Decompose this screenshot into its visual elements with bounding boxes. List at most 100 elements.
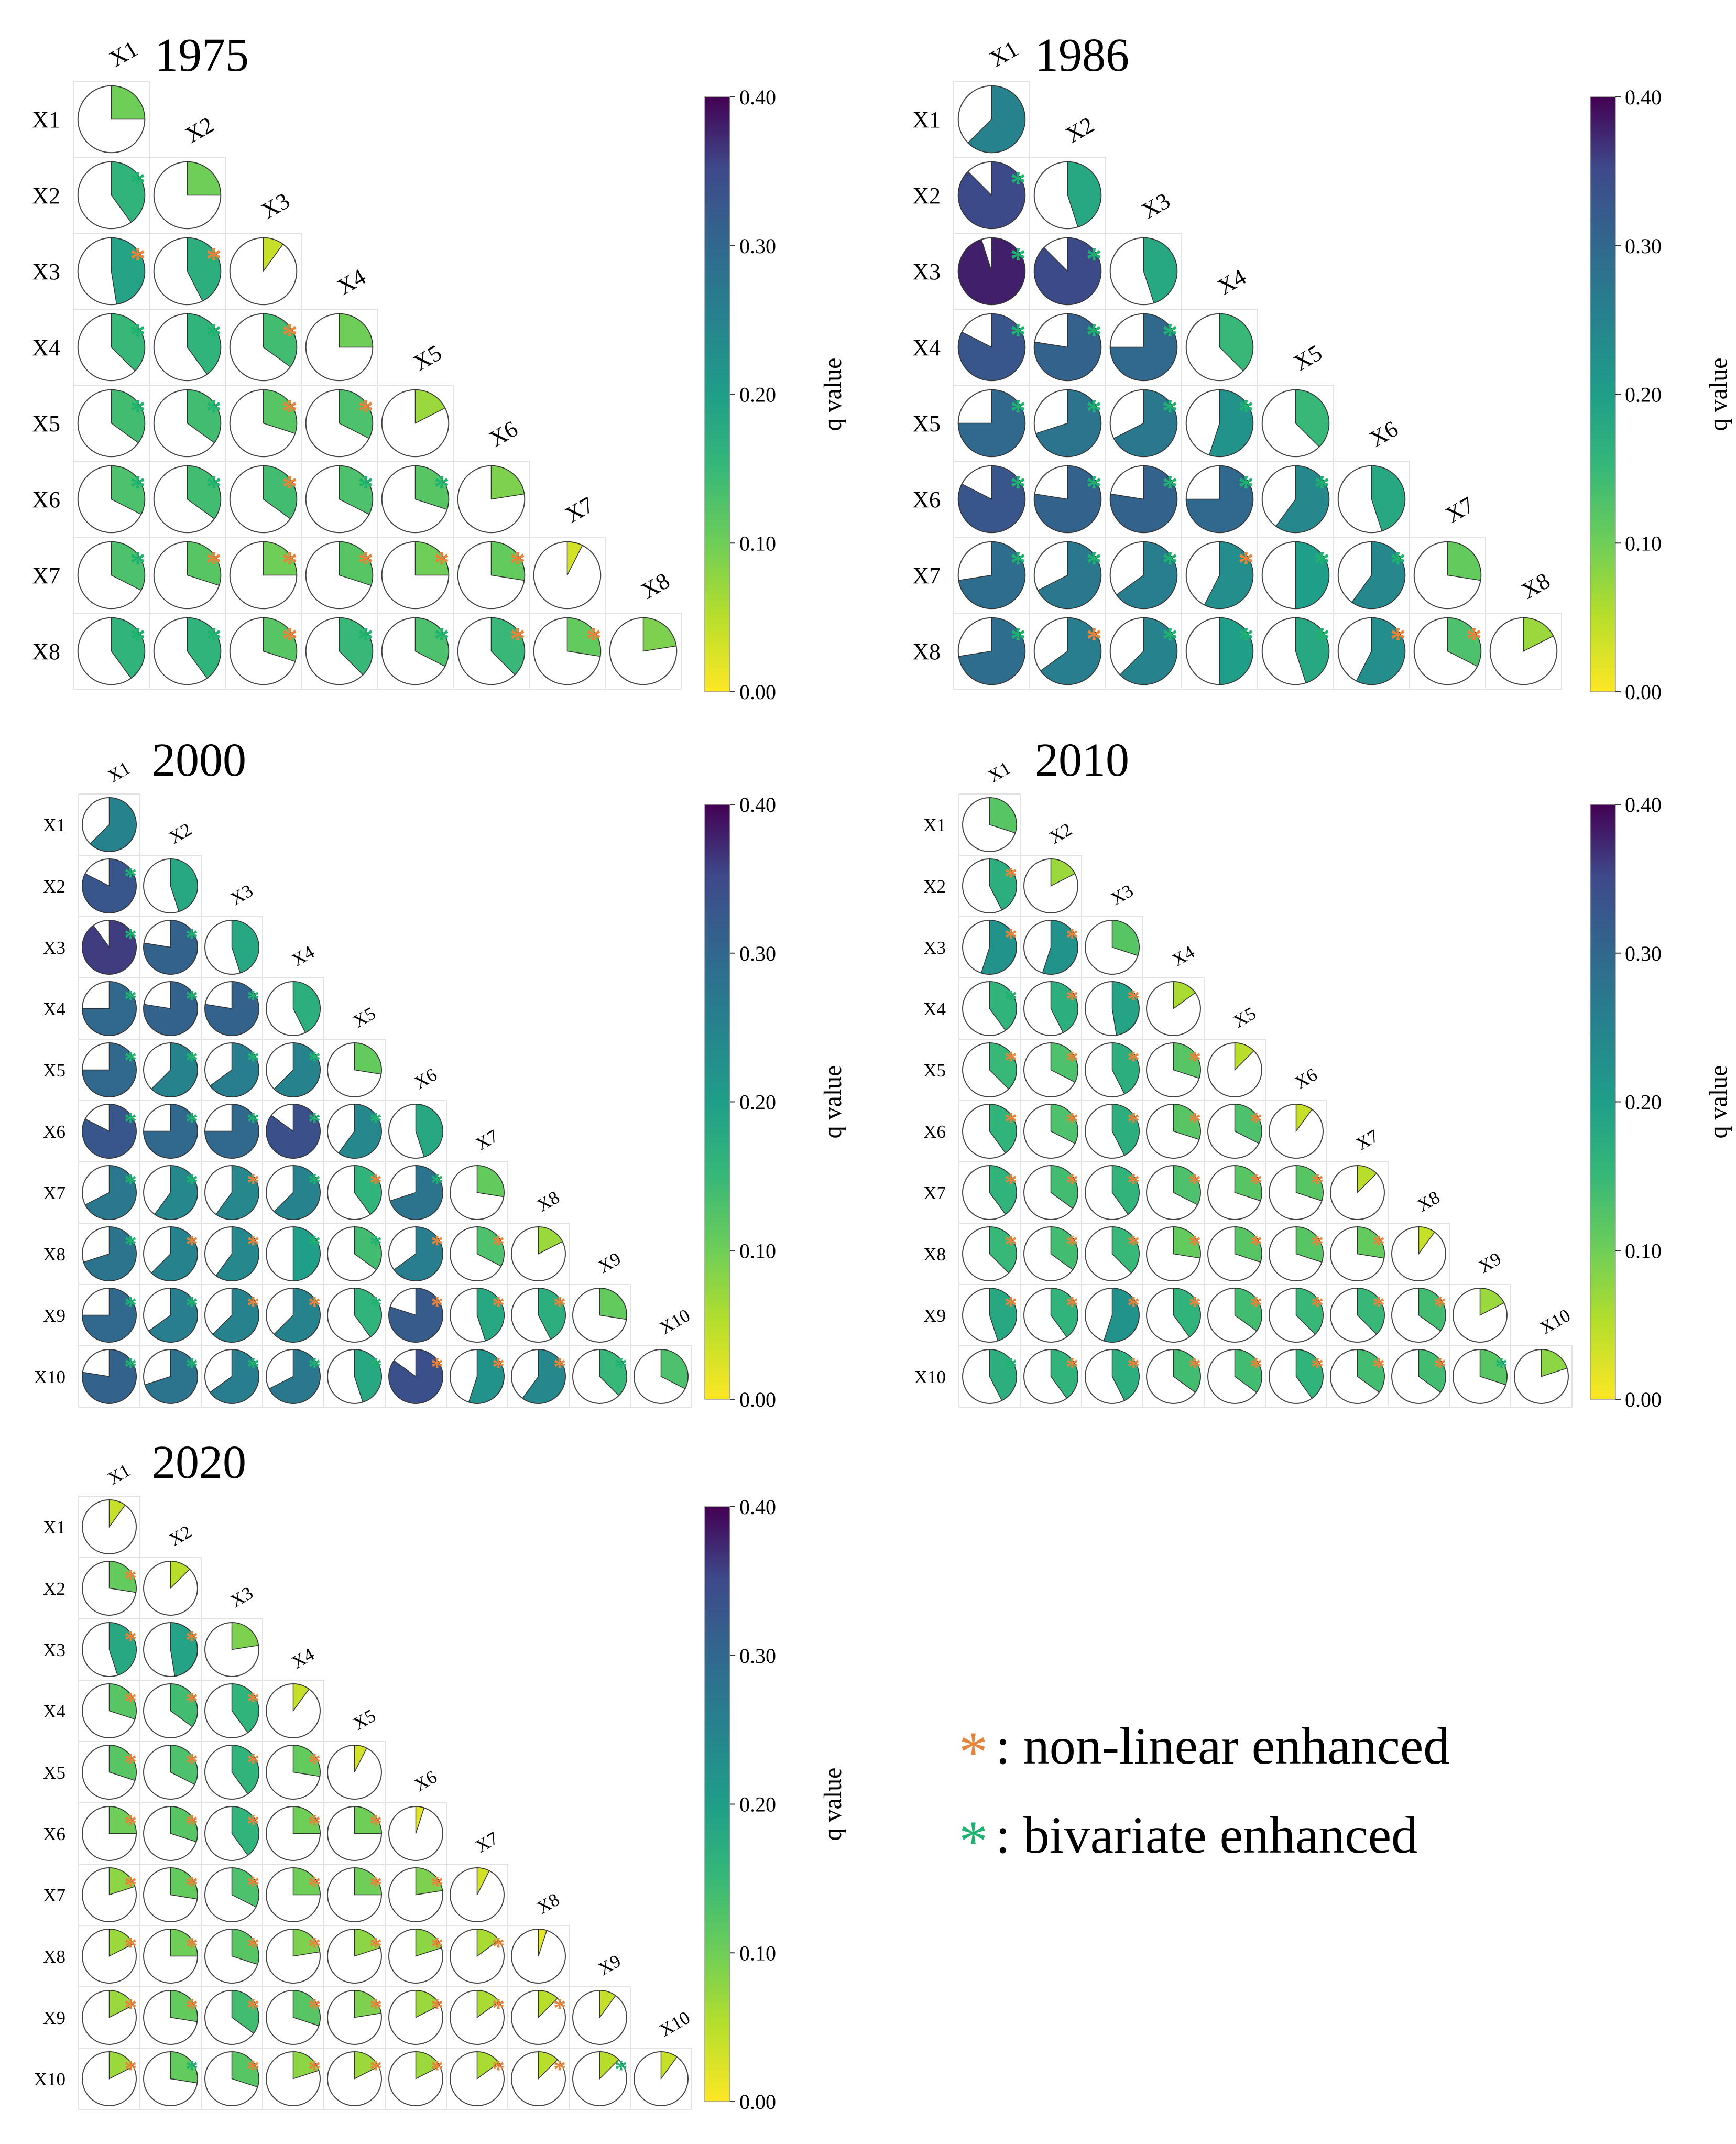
nonlinear-marker: * (431, 1993, 444, 2022)
pie-wedge (1234, 1349, 1262, 1393)
pie-wedge (1295, 1165, 1324, 1202)
pie-wedge (274, 1288, 321, 1343)
bivariate-marker: * (185, 984, 199, 1013)
pie-wedge (1111, 1042, 1140, 1095)
nonlinear-marker: * (185, 1809, 199, 1838)
row-label: X7 (43, 1183, 65, 1203)
pie-wedge (338, 1104, 382, 1159)
bivariate-marker: * (206, 318, 222, 353)
pie-wedge (566, 617, 601, 657)
colorbar-tick-label: 0.20 (1625, 383, 1662, 407)
nonlinear-marker: * (1390, 622, 1406, 657)
nonlinear-marker: * (1066, 1107, 1079, 1136)
row-label: X7 (43, 1885, 65, 1906)
pie-wedge (82, 1042, 137, 1097)
nonlinear-marker: * (492, 1993, 505, 2022)
pie-wedge (108, 1561, 137, 1593)
nonlinear-marker: * (1127, 1046, 1140, 1074)
pie-wedge (1034, 237, 1102, 306)
row-label: X1 (43, 1517, 65, 1538)
colorbar-tick-label: 0.00 (1625, 1388, 1662, 1411)
pie-wedge (1295, 541, 1329, 610)
nonlinear-marker: * (247, 1229, 260, 1258)
nonlinear-marker: * (553, 2054, 566, 2083)
nonlinear-marker: * (1311, 1229, 1324, 1258)
pie-wedge (415, 1104, 443, 1158)
pie-wedge (292, 1867, 321, 1896)
pie-wedge (108, 1929, 134, 1957)
pie-wedge (1447, 617, 1481, 667)
pie-wedge (209, 1042, 259, 1097)
panel-title: 1986 (1035, 29, 1129, 81)
bivariate-marker: * (130, 546, 146, 581)
row-label: X7 (32, 563, 60, 589)
nonlinear-marker: * (247, 1932, 260, 1961)
bivariate-marker: * (124, 1352, 137, 1381)
nonlinear-marker: * (492, 1229, 505, 1258)
pie-wedge (268, 1349, 321, 1404)
bivariate-marker: * (1162, 622, 1178, 657)
nonlinear-marker: * (282, 394, 298, 429)
nonlinear-marker: * (247, 1291, 260, 1320)
pie-wedge (292, 1806, 321, 1834)
nonlinear-marker: * (1238, 546, 1254, 581)
bivariate-marker: * (1495, 1352, 1508, 1381)
pie-wedge (1119, 617, 1178, 685)
pie-wedge (1295, 617, 1330, 684)
colorbar-tick-label: 0.10 (739, 531, 776, 555)
nonlinear-marker: * (358, 546, 374, 581)
row-label: X2 (912, 183, 941, 209)
nonlinear-marker: * (431, 2054, 444, 2083)
pie-wedge (231, 1806, 259, 1856)
nonlinear-marker: * (1005, 1291, 1018, 1320)
pie-wedge (143, 1104, 198, 1159)
bivariate-marker: * (124, 1107, 137, 1136)
colorbar-tick-label: 0.30 (739, 234, 776, 258)
nonlinear-marker: * (1311, 1291, 1324, 1320)
pie-wedge (231, 1929, 259, 1965)
bivariate-marker: * (1086, 242, 1102, 277)
nonlinear-marker: * (1066, 1168, 1079, 1197)
nonlinear-marker: * (185, 1993, 199, 2022)
nonlinear-marker: * (358, 394, 374, 429)
colorbar-label: q value (819, 358, 847, 431)
pie-wedge (388, 1288, 443, 1343)
nonlinear-marker: * (247, 2054, 260, 2083)
pie-wedge (292, 1745, 321, 1777)
pie-wedge (339, 541, 374, 586)
row-label: X6 (923, 1122, 946, 1142)
pie-wedge (1479, 1288, 1505, 1316)
pie-wedge (1447, 541, 1481, 581)
nonlinear-legend-symbol: * (959, 1720, 988, 1784)
matrix-cell (630, 1345, 692, 1408)
nonlinear-marker: * (553, 1352, 566, 1381)
nonlinear-marker: * (247, 1168, 260, 1197)
nonlinear-marker: * (247, 1809, 260, 1838)
pie-wedge (292, 1929, 321, 1957)
pie-wedge (415, 2051, 441, 2080)
row-label: X2 (32, 183, 60, 209)
nonlinear-marker: * (1127, 1352, 1140, 1381)
pie-wedge (111, 465, 145, 515)
bivariate-marker: * (615, 1352, 628, 1381)
bivariate-marker: * (1314, 622, 1330, 657)
pie-wedge (204, 1104, 259, 1159)
bivariate-marker: * (1086, 318, 1102, 353)
pie-wedge (1234, 1288, 1262, 1332)
nonlinear-marker: * (185, 1932, 199, 1961)
pie-wedge (1111, 981, 1140, 1036)
nonlinear-marker: * (1066, 984, 1079, 1013)
pie-wedge (170, 2051, 198, 2084)
bivariate-marker: * (247, 984, 260, 1013)
bivariate-marker: * (1238, 394, 1254, 429)
pie-wedge (538, 2051, 558, 2080)
colorbar-tick-label: 0.10 (739, 1941, 776, 1965)
pie-wedge (957, 237, 1025, 305)
pie-wedge (1050, 981, 1078, 1033)
pie-wedge (82, 981, 137, 1036)
nonlinear-marker: * (1372, 1229, 1385, 1258)
nonlinear-marker: * (124, 1625, 137, 1654)
nonlinear-marker: * (1127, 1107, 1140, 1136)
pie-wedge (354, 1867, 382, 1896)
